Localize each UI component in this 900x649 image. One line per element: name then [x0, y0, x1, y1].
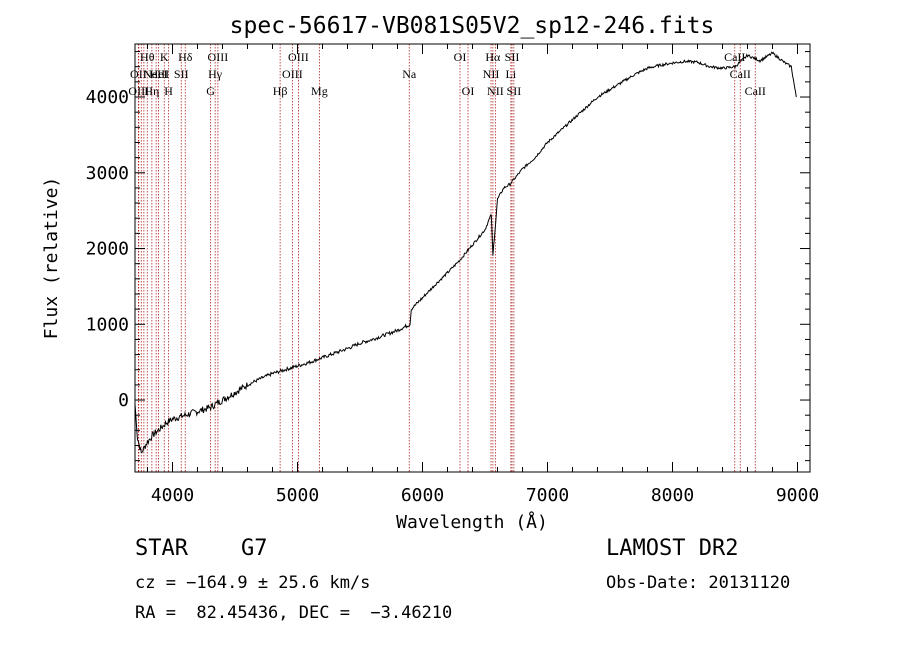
spectral-line-label: Li: [506, 67, 517, 81]
spectral-line-label: OIII: [288, 50, 309, 64]
spectral-line-label: OII: [130, 67, 147, 81]
spectral-line-label: NII: [487, 84, 504, 98]
spectral-line-label: OI: [462, 84, 475, 98]
x-tick-label: 4000: [151, 485, 194, 506]
spectral-line-label: HeI: [150, 67, 168, 81]
x-tick-label: 5000: [276, 485, 319, 506]
spectral-line-label: G: [206, 84, 215, 98]
spectral-line-label: Na: [402, 67, 417, 81]
y-tick-label: 1000: [86, 314, 129, 335]
chart-title: spec-56617-VB081S05V2_sp12-246.fits: [230, 13, 715, 39]
spectral-line-label: SII: [505, 50, 520, 64]
spectral-line-label: Hδ: [178, 50, 193, 64]
spectral-line-label: OIII: [282, 67, 303, 81]
object-class: STAR G7: [135, 536, 268, 561]
x-tick-label: 8000: [651, 485, 694, 506]
survey-name: LAMOST DR2: [606, 536, 739, 561]
spectral-line-label: Hθ: [140, 50, 155, 64]
x-tick-label: 6000: [401, 485, 444, 506]
observation-date: Obs-Date: 20131120: [606, 573, 791, 593]
spectral-line-label: NeIII: [143, 67, 169, 81]
spectral-line-label: CaII: [730, 67, 751, 81]
spectral-line-label: Hη: [144, 84, 159, 98]
spectral-line-label: OI: [454, 50, 467, 64]
spectral-line-label: Hβ: [273, 84, 288, 98]
spectral-line-label: CaII: [745, 84, 766, 98]
plot-frame: [134, 43, 811, 473]
redshift-cz: cz = −164.9 ± 25.6 km/s: [135, 573, 371, 593]
spectral-line-markers: [137, 44, 756, 472]
x-tick-label: 9000: [776, 485, 819, 506]
y-axis-ticks: 0 1000 2000 3000 4000: [86, 51, 810, 462]
y-tick-label: 3000: [86, 163, 129, 184]
spectral-line-label: CaII: [724, 50, 745, 64]
spectral-line-label: SII: [507, 84, 522, 98]
y-axis-label: Flux (relative): [41, 177, 62, 340]
y-tick-label: 4000: [86, 87, 129, 108]
x-tick-label: 7000: [526, 485, 569, 506]
spectral-line-label: H: [164, 84, 173, 98]
spectral-line-label: SII: [174, 67, 189, 81]
y-tick-label: 2000: [86, 239, 129, 260]
y-tick-label: 0: [118, 390, 129, 411]
coordinates-ra-dec: RA = 82.45436, DEC = −3.46210: [135, 603, 453, 623]
spectral-line-label: NII: [483, 67, 500, 81]
spectral-line-label: K: [160, 50, 169, 64]
x-axis-ticks: 4000 5000 6000 7000 8000 9000: [147, 44, 819, 506]
spectral-line-label: Hα: [485, 50, 501, 64]
spectral-line-label: OIII: [208, 50, 229, 64]
spectral-line-label: Mg: [311, 84, 328, 98]
spectrum-line: [134, 51, 797, 454]
spectral-line-label: OIII: [128, 84, 149, 98]
spectral-line-label: Hγ: [208, 67, 223, 81]
x-axis-label: Wavelength (Å): [396, 511, 548, 533]
spectral-line-labels: OIIOIIIHθHηNeIIIHeIKHSIIHδGHγOIIIHβOIIIO…: [128, 50, 765, 98]
